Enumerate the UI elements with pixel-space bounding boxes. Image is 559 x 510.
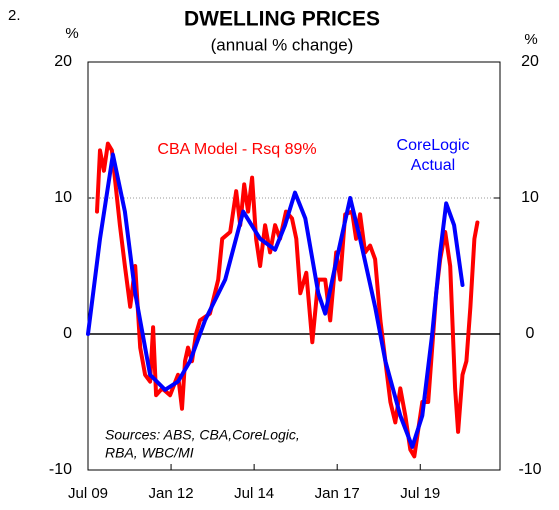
y-unit-left: % [65, 25, 78, 42]
x-tick-label: Jul 19 [400, 485, 440, 502]
series-label: Actual [411, 157, 455, 174]
x-tick-label: Jan 17 [315, 485, 360, 502]
series-label: CBA Model - Rsq 89% [157, 141, 316, 158]
y-tick-label: 10 [54, 189, 72, 206]
y2-tick-label: -10 [518, 461, 541, 478]
source-line: Sources: ABS, CBA,CoreLogic, [105, 427, 300, 443]
figure-number: 2. [8, 7, 21, 24]
y-unit-right: % [524, 31, 537, 48]
chart-subtitle: (annual % change) [211, 35, 354, 54]
chart-title: DWELLING PRICES [184, 8, 380, 31]
plot-frame [87, 61, 501, 471]
y2-tick-label: 0 [526, 325, 535, 342]
x-tick-label: Jul 09 [68, 485, 108, 502]
y2-tick-label: 20 [521, 53, 539, 70]
series-line [86, 152, 465, 449]
series-label: CoreLogic [397, 137, 470, 154]
x-tick-label: Jul 14 [234, 485, 274, 502]
y-tick-label: 20 [54, 53, 72, 70]
x-tick-label: Jan 12 [149, 485, 194, 502]
y2-tick-label: 10 [521, 189, 539, 206]
source-line: RBA, WBC/MI [105, 445, 194, 461]
y-tick-label: -10 [49, 461, 72, 478]
series-line [95, 141, 480, 459]
y-tick-label: 0 [63, 325, 72, 342]
